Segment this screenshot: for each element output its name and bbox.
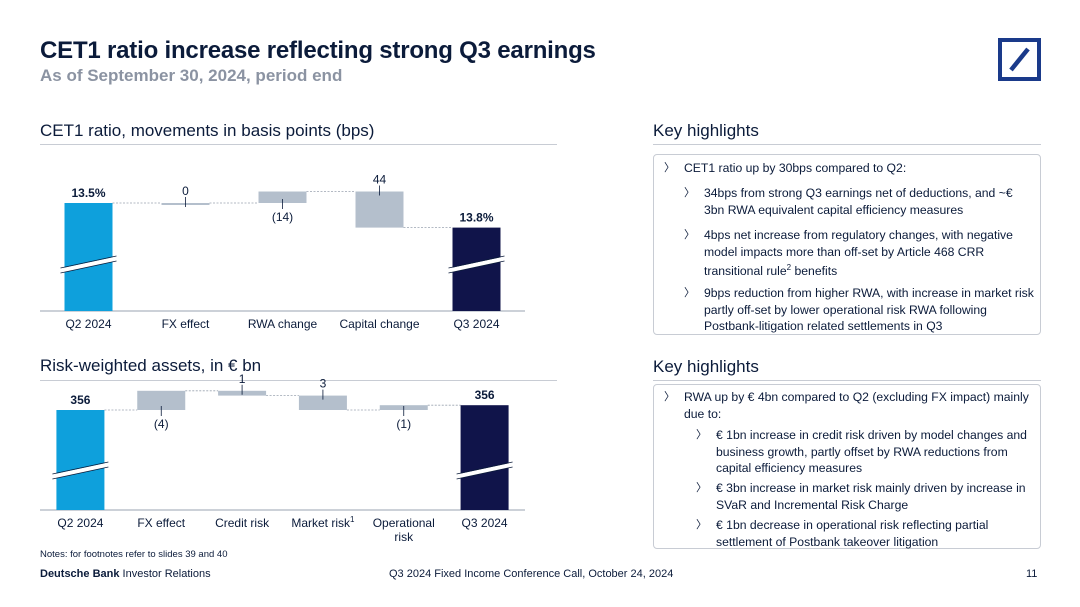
bar-market-risk [298, 395, 347, 410]
page-number: 11 [1026, 568, 1038, 580]
key-highlights-2-rule [653, 380, 1041, 381]
bar-rwa-change [258, 191, 307, 203]
key-highlights-1-title: Key highlights [653, 121, 759, 140]
bar-q2-2024 [56, 410, 105, 510]
axis-break-line [52, 462, 109, 476]
axis-break-gap [448, 257, 505, 273]
axis-break-edge [60, 255, 117, 269]
axis-break-gap [60, 257, 117, 273]
data-label-fx-effect: 0 [182, 184, 189, 198]
kh2-item-1: 〉 RWA up by € 4bn compared to Q2 (exclud… [664, 390, 1029, 421]
page-subtitle: As of September 30, 2024, period end [40, 66, 343, 85]
data-label-q3-2024: 13.8% [459, 211, 493, 225]
data-label-capital-change: 44 [373, 173, 387, 187]
footer-event: Q3 2024 Fixed Income Conference Call, Oc… [389, 568, 674, 580]
category-label-q2-2024: Q2 2024 [57, 516, 103, 530]
chevron-right-icon: 〉 [684, 187, 695, 199]
category-label-rwa-change: RWA change [248, 317, 318, 331]
bar-q2-2024 [64, 203, 113, 311]
axis-break-line [448, 256, 505, 270]
key-highlights-2-title: Key highlights [653, 357, 759, 376]
bar-q3-2024 [460, 405, 509, 510]
kh1-item-3: 〉 4bps net increase from regulatory chan… [684, 228, 1013, 279]
kh2-item-3: 〉 € 3bn increase in market risk mainly d… [696, 481, 1026, 512]
data-label-q3-2024: 356 [475, 388, 495, 402]
data-label-operational-risk: (1) [396, 417, 411, 431]
category-label-q3-2024: Q3 2024 [453, 317, 499, 331]
kh2-item-2: 〉 € 1bn increase in credit risk driven b… [696, 428, 1027, 475]
axis-break-line [60, 256, 117, 270]
axis-break-edge [456, 461, 513, 475]
axis-break-edge [52, 466, 109, 480]
chevron-right-icon: 〉 [684, 229, 695, 241]
category-label-q3-2024: Q3 2024 [462, 516, 508, 530]
axis-break-line [456, 462, 513, 476]
category-label-capital-change: Capital change [339, 317, 419, 331]
data-label-q2-2024: 13.5% [71, 186, 105, 200]
category-label-fx-effect: FX effect [162, 317, 210, 331]
cet1-waterfall-chart: 13.5% Q2 2024 0 FX effect (14) RWA change 44 Ca… [40, 150, 557, 340]
category-label-q2-2024: Q2 2024 [65, 317, 111, 331]
data-label-market-risk: 3 [320, 377, 327, 391]
chevron-right-icon: 〉 [664, 391, 675, 403]
bar-capital-change [355, 191, 404, 228]
category-label-operational-risk: Operational risk [373, 516, 435, 544]
chevron-right-icon: 〉 [696, 482, 707, 494]
axis-break-edge [52, 461, 109, 475]
rwa-waterfall-chart: 356 Q2 2024 (4) FX effect 1 Credit risk 3 Marke… [40, 372, 557, 550]
rwa-section-title: Risk-weighted assets, in € bn [40, 356, 262, 375]
axis-break-gap [52, 463, 109, 479]
chevron-right-icon: 〉 [684, 287, 695, 299]
data-label-q2-2024: 356 [70, 393, 90, 407]
data-label-credit-risk: 1 [239, 372, 246, 386]
cet1-section-title: CET1 ratio, movements in basis points (b… [40, 121, 375, 140]
axis-break-edge [448, 255, 505, 269]
category-label-credit-risk: Credit risk [215, 516, 270, 530]
axis-break-edge [60, 260, 117, 274]
footer-brand: Deutsche Bank Investor Relations [40, 568, 211, 580]
data-label-rwa-change: (14) [272, 210, 293, 224]
category-label-fx-effect: FX effect [137, 516, 185, 530]
chevron-right-icon: 〉 [696, 519, 707, 531]
axis-break-edge [456, 466, 513, 480]
axis-break-gap [456, 463, 513, 479]
kh2-item-4: 〉 € 1bn decrease in operational risk ref… [696, 518, 989, 549]
kh1-item-4: 〉 9bps reduction from higher RWA, with i… [684, 286, 1034, 333]
axis-break-edge [448, 260, 505, 274]
footnotes: Notes: for footnotes refer to slides 39 … [40, 549, 228, 560]
category-label-market-risk: Market risk1 [291, 515, 355, 530]
page-title: CET1 ratio increase reflecting strong Q3… [40, 37, 596, 64]
chevron-right-icon: 〉 [664, 162, 675, 174]
data-label-fx-effect: (4) [154, 417, 169, 431]
cet1-section-rule [40, 144, 557, 145]
key-highlights-1-rule [653, 144, 1041, 145]
kh1-item-1: 〉 CET1 ratio up by 30bps compared to Q2: [664, 161, 907, 175]
kh1-item-2: 〉 34bps from strong Q3 earnings net of d… [684, 186, 1013, 217]
chevron-right-icon: 〉 [696, 429, 707, 441]
key-highlights-2-box: 〉 RWA up by € 4bn compared to Q2 (exclud… [653, 384, 1041, 549]
bar-fx-effect [137, 390, 186, 410]
key-highlights-1-box: 〉 CET1 ratio up by 30bps compared to Q2:… [653, 154, 1041, 335]
deutsche-bank-logo-icon [998, 38, 1041, 81]
rwa-section-rule [40, 380, 557, 381]
